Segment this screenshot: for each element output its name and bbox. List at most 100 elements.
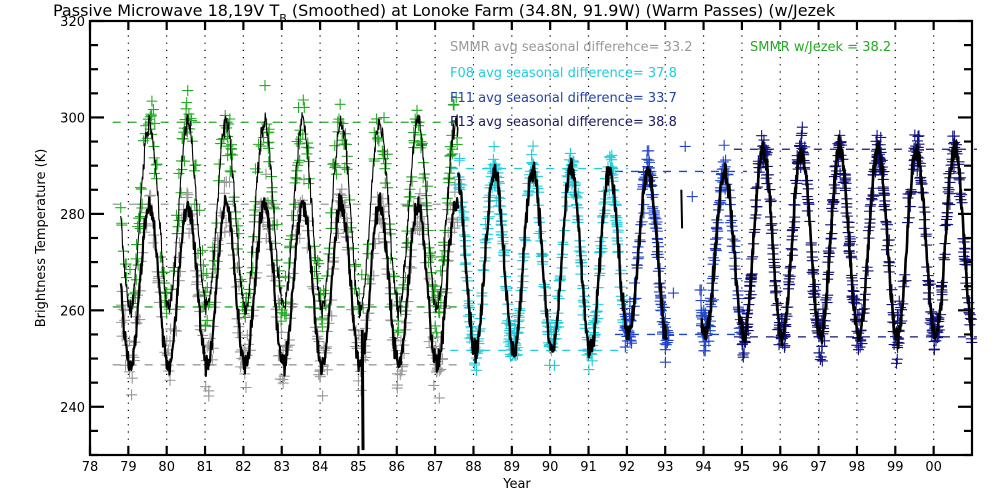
- data-point: [778, 341, 790, 353]
- grid-lines: [127, 21, 935, 455]
- x-tick-label: 96: [772, 460, 789, 475]
- data-point: [447, 98, 459, 110]
- y-axis-ticks: 240 260 280 300 320: [60, 15, 972, 457]
- data-point: [592, 313, 604, 325]
- data-point: [406, 175, 418, 187]
- data-point: [362, 273, 374, 285]
- data-point: [329, 140, 341, 152]
- data-point: [583, 364, 595, 376]
- data-point: [181, 97, 193, 109]
- data-point: [194, 204, 206, 216]
- data-point: [120, 272, 132, 284]
- x-tick-label: 94: [695, 460, 712, 475]
- data-point: [330, 168, 342, 180]
- data-point: [283, 257, 295, 269]
- data-point: [287, 298, 299, 310]
- data-point: [596, 246, 608, 258]
- data-point: [164, 374, 176, 386]
- data-point: [147, 104, 159, 116]
- annotation-f08: F08 avg seasonal difference= 37.8: [450, 66, 677, 81]
- data-point: [561, 200, 573, 212]
- data-point: [350, 260, 362, 272]
- data-point: [140, 120, 152, 132]
- data-point: [454, 152, 466, 164]
- data-point: [291, 165, 303, 177]
- data-point: [414, 212, 426, 224]
- data-point: [150, 159, 162, 171]
- x-tick-label: 92: [619, 460, 636, 475]
- smoothed-lines: [119, 112, 973, 451]
- data-point: [190, 159, 202, 171]
- data-point: [130, 253, 142, 265]
- data-point: [294, 138, 306, 150]
- data-point: [426, 251, 438, 263]
- data-point: [221, 122, 233, 134]
- x-tick-label: 87: [427, 460, 444, 475]
- annotation-f13: F13 avg seasonal difference= 38.8: [450, 115, 677, 130]
- data-point: [200, 320, 212, 332]
- data-point: [924, 317, 936, 329]
- data-point: [421, 180, 433, 192]
- data-point: [386, 298, 398, 310]
- data-point: [564, 147, 576, 159]
- data-point: [248, 204, 260, 216]
- data-point: [444, 141, 456, 153]
- data-point: [280, 270, 292, 282]
- data-point: [533, 228, 545, 240]
- x-tick-label: 79: [120, 460, 137, 475]
- data-point: [961, 254, 973, 266]
- data-point: [435, 265, 447, 277]
- data-point: [379, 177, 391, 189]
- data-point: [224, 165, 236, 177]
- data-point: [883, 234, 895, 246]
- data-point: [258, 132, 270, 144]
- data-point: [318, 342, 330, 354]
- data-point: [289, 198, 301, 210]
- smoothed-line-fragment: [680, 189, 684, 229]
- data-point: [333, 113, 345, 125]
- data-point: [830, 182, 842, 194]
- x-tick-label: 80: [158, 460, 175, 475]
- data-point: [280, 310, 292, 322]
- data-point: [380, 158, 392, 170]
- data-point: [788, 222, 800, 234]
- data-point: [145, 108, 157, 120]
- annotation-smmr: SMMR avg seasonal difference= 33.2: [450, 40, 693, 55]
- data-point: [181, 191, 193, 203]
- data-point: [318, 288, 330, 300]
- x-axis-ticks: 78 79 80 81 82 83 84 85 86 87 88 89 90 91 92 93 94 95 96 97…: [82, 21, 942, 475]
- data-point: [577, 309, 589, 321]
- data-point: [445, 161, 457, 173]
- data-point: [377, 146, 389, 158]
- x-tick-label: 93: [657, 460, 674, 475]
- x-tick-label: 83: [273, 460, 290, 475]
- data-point: [119, 314, 131, 326]
- data-point: [179, 114, 191, 126]
- data-point: [551, 290, 563, 302]
- data-point: [448, 99, 460, 111]
- data-point: [801, 205, 813, 217]
- data-point: [378, 112, 390, 124]
- annotation-smmr-jezek: SMMR w/Jezek = 38.2: [750, 40, 891, 55]
- data-point: [136, 202, 148, 214]
- data-point: [848, 293, 860, 305]
- data-point: [185, 223, 197, 235]
- data-point: [131, 238, 143, 250]
- data-point: [395, 335, 407, 347]
- data-point: [286, 210, 298, 222]
- data-point: [124, 263, 136, 275]
- data-point: [341, 150, 353, 162]
- smoothed-line-dip: [360, 329, 365, 451]
- data-point: [161, 307, 173, 319]
- data-point: [679, 140, 691, 152]
- data-point: [225, 166, 237, 178]
- data-point: [391, 379, 403, 391]
- data-point: [814, 354, 826, 366]
- data-point: [686, 191, 698, 203]
- data-point: [447, 148, 459, 160]
- y-tick-label: 260: [60, 304, 85, 319]
- data-point: [126, 372, 138, 384]
- data-point: [660, 339, 672, 351]
- data-point: [548, 359, 560, 371]
- data-point: [182, 85, 194, 97]
